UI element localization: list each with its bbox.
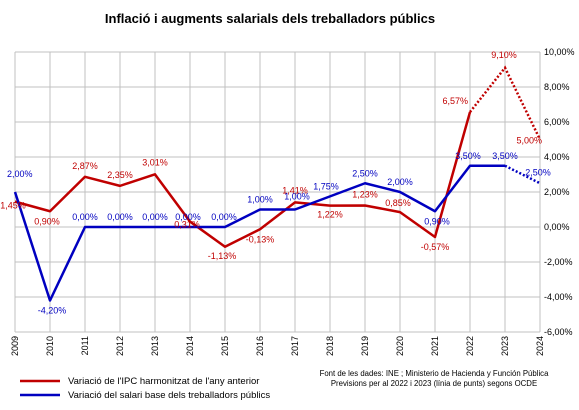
x-tick-label: 2010 — [45, 336, 55, 356]
x-tick-label: 2022 — [465, 336, 475, 356]
data-label-salari: 2,00% — [387, 177, 413, 187]
data-label-ipc: 1,41% — [282, 185, 308, 195]
data-label-ipc: 0,90% — [34, 216, 60, 226]
source-note: Font de les dades: INE ; Ministerio de H… — [320, 369, 549, 388]
legend-label-salari: Variació del salari base dels treballado… — [68, 390, 270, 401]
y-tick-label: 0,00% — [544, 222, 570, 232]
y-tick-label: -6,00% — [544, 327, 573, 337]
y-tick-label: -2,00% — [544, 257, 573, 267]
y-tick-label: 10,00% — [544, 47, 575, 57]
data-label-salari: -4,20% — [38, 306, 67, 316]
x-tick-label: 2012 — [115, 336, 125, 356]
data-label-ipc: -0,57% — [421, 242, 450, 252]
data-label-ipc: -0,13% — [246, 234, 275, 244]
data-label-salari: 0,00% — [211, 212, 237, 222]
y-tick-label: -4,00% — [544, 292, 573, 302]
data-label-ipc: 2,87% — [72, 161, 98, 171]
y-tick-label: 8,00% — [544, 82, 570, 92]
series-forecast-salari — [504, 164, 541, 185]
x-tick-label: 2016 — [255, 336, 265, 356]
x-tick-label: 2009 — [10, 336, 20, 356]
data-label-ipc: 3,01% — [142, 157, 168, 167]
series-line-ipc — [14, 111, 472, 249]
x-tick-label: 2015 — [220, 336, 230, 356]
data-label-ipc: 1,22% — [317, 210, 343, 220]
data-label-ipc: 9,10% — [491, 50, 517, 60]
data-label-salari: 2,00% — [7, 169, 33, 179]
x-tick-label: 2019 — [360, 336, 370, 356]
data-label-salari: 1,75% — [313, 181, 339, 191]
data-label-salari: 2,50% — [352, 168, 378, 178]
chart-title: Inflació i augments salarials dels treba… — [105, 11, 435, 26]
data-label-ipc: 1,23% — [352, 189, 378, 199]
x-tick-label: 2013 — [150, 336, 160, 356]
data-labels: 1,45% 0,90% 2,87% 2,35% 3,01% 0,31% -1,13% -0,1… — [0, 50, 551, 316]
data-label-salari: 2,50% — [525, 167, 551, 177]
series-line-salari — [13, 164, 505, 302]
data-label-ipc: -1,13% — [208, 251, 237, 261]
data-label-ipc: 0,85% — [385, 198, 411, 208]
source-line-1: Font de les dades: INE ; Ministerio de H… — [320, 369, 549, 378]
data-label-salari: 0,00% — [72, 212, 98, 222]
data-label-ipc: 0,31% — [174, 220, 200, 230]
y-tick-label: 4,00% — [544, 152, 570, 162]
data-label-salari: 0,90% — [424, 216, 450, 226]
x-tick-label: 2017 — [290, 336, 300, 356]
x-tick-label: 2011 — [80, 336, 90, 355]
data-label-ipc: 5,00% — [516, 136, 542, 146]
legend-label-ipc: Variació de l'IPC harmonitzat de l'any a… — [68, 376, 259, 387]
x-tick-label: 2018 — [325, 336, 335, 356]
data-label-ipc: 6,57% — [442, 96, 468, 106]
y-tick-label: 6,00% — [544, 117, 570, 127]
x-tick-label: 2023 — [500, 336, 510, 356]
series-forecast-ipc — [469, 65, 542, 141]
legend: Variació de l'IPC harmonitzat de l'any a… — [20, 376, 270, 401]
data-label-salari: 0,00% — [175, 212, 201, 222]
data-label-salari: 1,00% — [284, 192, 310, 202]
x-axis: 2009 2010 2011 2012 2013 2014 2015 2016 2017 2018… — [10, 336, 545, 356]
data-label-ipc: 1,45% — [0, 201, 26, 211]
data-label-salari: 3,50% — [455, 151, 481, 161]
x-tick-label: 2024 — [535, 336, 545, 356]
data-label-salari: 3,50% — [492, 151, 518, 161]
y-tick-label: 2,00% — [544, 187, 570, 197]
series-lines — [13, 65, 542, 302]
data-label-salari: 0,00% — [107, 212, 133, 222]
x-tick-label: 2021 — [430, 336, 440, 356]
source-line-2: Previsions per al 2022 i 2023 (línia de … — [331, 379, 537, 388]
data-label-salari: 0,00% — [142, 212, 168, 222]
data-label-ipc: 2,35% — [107, 170, 133, 180]
x-tick-label: 2020 — [395, 336, 405, 356]
data-label-salari: 1,00% — [247, 195, 273, 205]
grid — [14, 51, 541, 333]
y-axis: -6,00% -4,00% -2,00% 0,00% 2,00% 4,00% 6,00% 8,… — [544, 47, 575, 337]
x-tick-label: 2014 — [185, 336, 195, 356]
